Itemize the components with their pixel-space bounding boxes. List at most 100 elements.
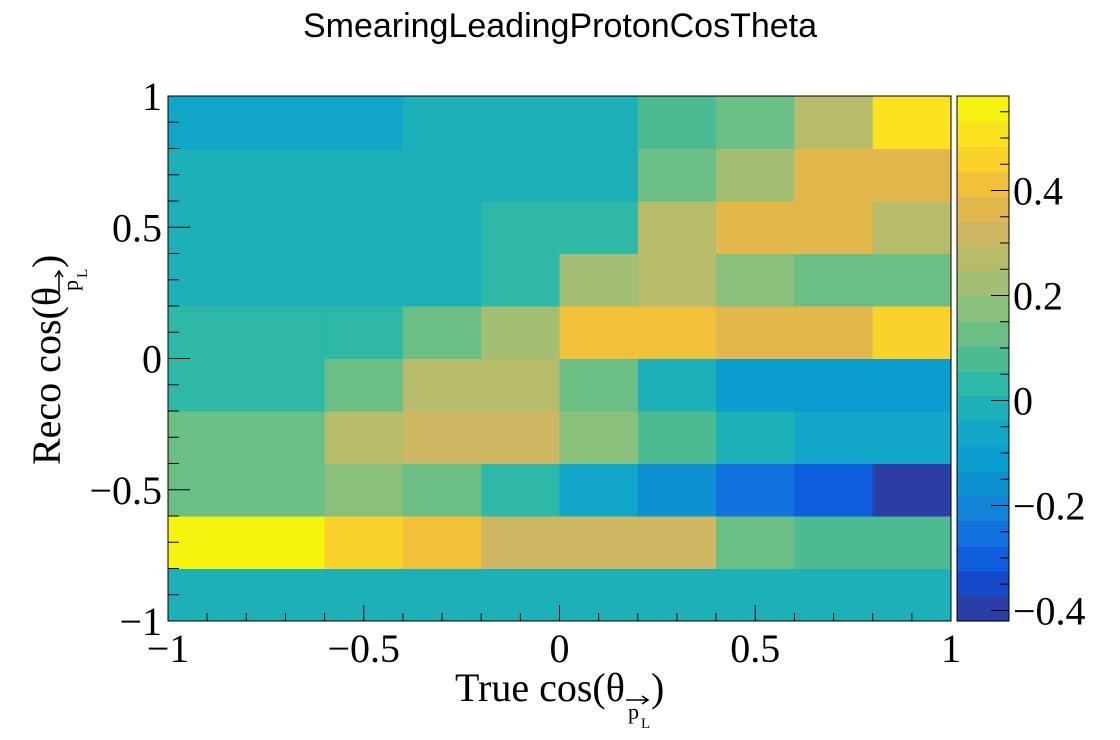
- heatmap-cell: [872, 568, 952, 622]
- heatmap-cell: [794, 96, 874, 149]
- heatmap-cell: [794, 463, 874, 517]
- color-scale-tick-label: −0.4: [1013, 589, 1086, 634]
- heatmap-cell: [559, 463, 639, 517]
- color-scale-segment: [957, 321, 1009, 347]
- y-tick-label: −1: [119, 599, 162, 644]
- x-tick-label: 1: [941, 626, 961, 671]
- x-axis-label-subscript: L: [641, 716, 650, 732]
- color-scale-segment: [957, 521, 1009, 547]
- heatmap-cell: [872, 463, 952, 517]
- heatmap-cell: [872, 306, 952, 359]
- heatmap-cell: [402, 201, 482, 254]
- heatmap-cell: [559, 568, 639, 622]
- color-scale-segment: [957, 271, 1009, 297]
- heatmap-cell: [794, 358, 874, 412]
- heatmap-cell: [637, 568, 717, 622]
- color-scale-segment: [957, 446, 1009, 472]
- heatmap-cell: [637, 148, 717, 202]
- heatmap-cell: [872, 96, 952, 149]
- heatmap-cell: [637, 306, 717, 359]
- color-scale-frame: [956, 95, 1010, 622]
- heatmap-cell: [324, 253, 404, 307]
- heatmap-cell: [872, 148, 952, 202]
- heatmap-cell: [481, 568, 560, 622]
- color-scale-bar: −0.4 −0.2 0 0.2 0.4: [956, 95, 1086, 634]
- heatmap-cell: [559, 306, 639, 359]
- heatmap-cell: [637, 411, 717, 464]
- heatmap-cell: [481, 306, 560, 359]
- y-tick-label: −0.5: [89, 468, 162, 513]
- heatmap-cell: [794, 201, 874, 254]
- heatmap-cell: [324, 463, 404, 517]
- heatmap-cell: [402, 411, 482, 464]
- heatmap-cell: [559, 516, 639, 569]
- heatmap-cell: [402, 463, 482, 517]
- heatmap-cell: [402, 306, 482, 359]
- heatmap-cell: [716, 96, 795, 149]
- heatmap-cell: [324, 96, 404, 149]
- heatmap-cell: [559, 96, 639, 149]
- color-scale-segment: [957, 371, 1009, 397]
- heatmap-cell: [481, 253, 560, 307]
- x-axis-label-arrow: [626, 695, 650, 705]
- y-axis-label-subscript: L: [75, 269, 91, 278]
- heatmap-cell: [716, 148, 795, 202]
- x-axis-label-text: True cos(θ: [455, 665, 625, 710]
- heatmap-cell: [168, 411, 326, 464]
- color-scale-segment: [957, 346, 1009, 372]
- heatmap-cell: [794, 411, 874, 464]
- color-scale-segment: [957, 496, 1009, 522]
- y-tick-label: 0: [142, 337, 162, 382]
- heatmap-cell: [402, 96, 482, 149]
- heatmap-cell: [481, 516, 560, 569]
- color-scale-tick-label: 0.4: [1013, 169, 1063, 214]
- heatmap-cell: [872, 201, 952, 254]
- heatmap-cell: [794, 306, 874, 359]
- heatmap-cell: [559, 148, 639, 202]
- heatmap-cell: [402, 568, 482, 622]
- heatmap-cell: [402, 516, 482, 569]
- heatmap-cell: [481, 358, 560, 412]
- heatmap-cell: [168, 148, 326, 202]
- color-scale-segment: [957, 396, 1009, 422]
- heatmap-cell: [168, 568, 326, 622]
- heatmap-cell: [872, 516, 952, 569]
- x-axis: −1 −0.5 0 0.5 1: [147, 605, 961, 671]
- heatmap-cell: [637, 516, 717, 569]
- x-axis-label: True cos(θ p L ): [455, 665, 664, 732]
- x-tick-label: 0.5: [730, 626, 780, 671]
- heatmap-cell: [324, 148, 404, 202]
- color-scale-segment: [957, 246, 1009, 272]
- heatmap-cell: [168, 253, 326, 307]
- y-axis: −1 −0.5 0 0.5 1: [89, 74, 190, 644]
- heatmap-cell: [481, 96, 560, 149]
- color-scale-segment: [957, 596, 1009, 622]
- y-axis-label-text: Reco cos(θ: [24, 287, 69, 465]
- color-scale-tick-label: 0.2: [1013, 274, 1063, 319]
- heatmap-cell: [481, 411, 560, 464]
- color-scale-segment: [957, 171, 1009, 197]
- heatmap-cells: [168, 96, 952, 622]
- color-scale-tick-label: −0.2: [1013, 484, 1086, 529]
- heatmap-cell: [559, 411, 639, 464]
- heatmap-cell: [168, 463, 326, 517]
- heatmap-cell: [872, 253, 952, 307]
- y-axis-label-symbol: p: [58, 280, 83, 291]
- heatmap-cell: [559, 358, 639, 412]
- heatmap-cell: [324, 358, 404, 412]
- y-tick-label: 0.5: [112, 205, 162, 250]
- heatmap-cell: [481, 201, 560, 254]
- color-scale-segment: [957, 146, 1009, 172]
- heatmap-cell: [402, 358, 482, 412]
- heatmap-cell: [716, 463, 795, 517]
- heatmap-cell: [716, 201, 795, 254]
- heatmap-cell: [872, 358, 952, 412]
- heatmap-cell: [481, 463, 560, 517]
- color-scale-segment: [957, 221, 1009, 247]
- heatmap-cell: [481, 148, 560, 202]
- heatmap-cell: [716, 358, 795, 412]
- color-scale-segment: [957, 96, 1009, 122]
- chart-title: SmearingLeadingProtonCosTheta: [303, 7, 817, 45]
- heatmap-cell: [637, 253, 717, 307]
- heatmap-cell: [324, 201, 404, 254]
